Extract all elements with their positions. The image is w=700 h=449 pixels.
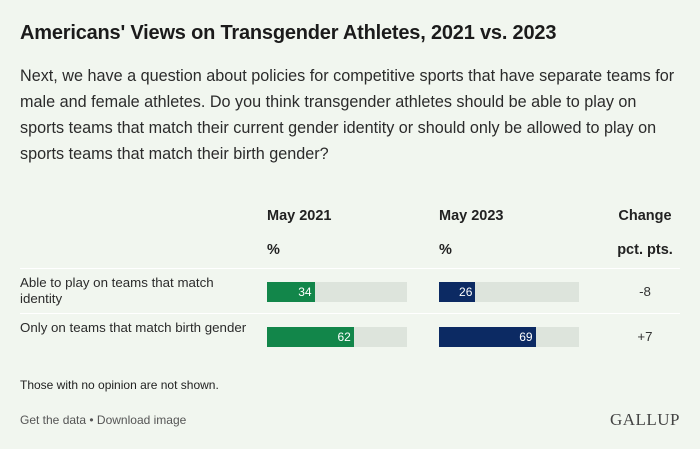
row-label: Only on teams that match birth gender [20, 320, 247, 335]
bar-track: 69 [439, 327, 579, 347]
column-unit-may-2021: % [267, 242, 280, 258]
bar-track: 26 [439, 282, 579, 302]
bar: 26 [439, 282, 476, 302]
bar-value-label: 26 [459, 285, 473, 299]
change-value: -8 [639, 284, 651, 299]
footer-links: Get the data • Download image [20, 413, 186, 427]
column-unit-change: pct. pts. [617, 242, 673, 258]
question-text: Next, we have a question about policies … [20, 67, 675, 163]
footer-separator: • [86, 413, 97, 427]
divider [20, 268, 680, 269]
get-data-link[interactable]: Get the data [20, 413, 87, 427]
download-image-link[interactable]: Download image [96, 413, 187, 427]
divider [20, 313, 680, 314]
change-value: +7 [637, 329, 653, 344]
bar-track: 34 [267, 282, 407, 302]
bar: 34 [267, 282, 315, 302]
row-label: Able to play on teams that match identit… [20, 275, 214, 306]
bar: 69 [439, 327, 536, 347]
footnote: Those with no opinion are not shown. [20, 378, 219, 392]
bar-track: 62 [267, 327, 407, 347]
gallup-logo: GALLUP [609, 410, 680, 429]
column-header-may-2021: May 2021 [267, 208, 332, 224]
bar-value-label: 62 [337, 330, 351, 344]
column-header-may-2023: May 2023 [439, 208, 504, 224]
bar-value-label: 34 [298, 285, 312, 299]
chart-title: Americans' Views on Transgender Athletes… [20, 22, 557, 44]
column-header-change: Change [618, 208, 672, 224]
bar: 62 [267, 327, 354, 347]
bar-value-label: 69 [519, 330, 533, 344]
column-unit-may-2023: % [439, 242, 452, 258]
